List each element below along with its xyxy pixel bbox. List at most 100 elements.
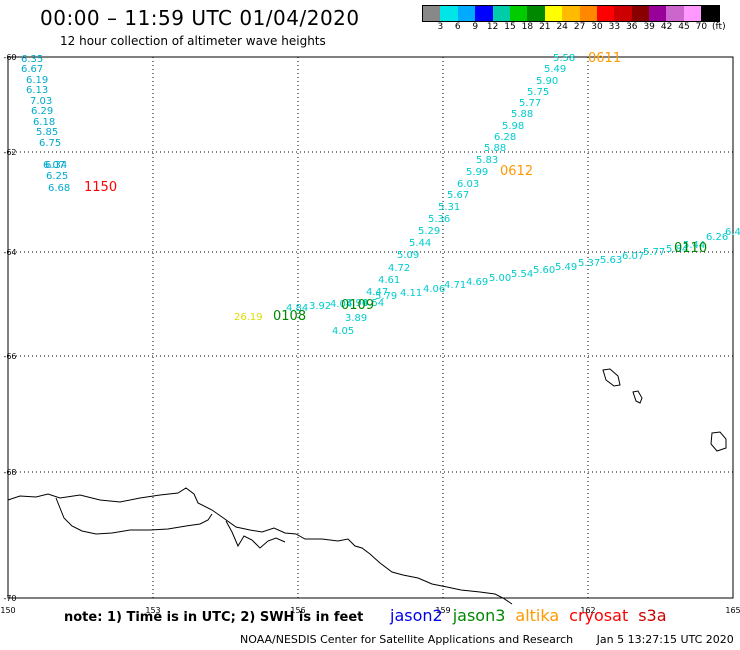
longitude-tick-label: 153 — [145, 606, 160, 615]
wave-height-value: 6.47 — [725, 227, 740, 238]
wave-height-value: 5.09 — [397, 250, 419, 261]
wave-height-value: 26.19 — [234, 312, 263, 323]
satellite-legend-cryosat: cryosat — [569, 606, 629, 625]
wave-height-value: 3.89 — [345, 313, 367, 324]
track-time-label: 0108 — [273, 309, 306, 324]
wave-height-value: 5.36 — [428, 214, 450, 225]
wave-height-value: 5.79 — [375, 291, 397, 302]
wave-height-value: 5.54 — [511, 269, 533, 280]
color-swatch — [457, 6, 476, 21]
color-swatch — [475, 6, 493, 21]
wave-height-value: 6.28 — [494, 132, 516, 143]
wave-height-value: 4.05 — [332, 326, 354, 337]
coast-inlet-2 — [225, 520, 286, 549]
latitude-tick-label: -68 — [3, 468, 16, 477]
page-title: 00:00 – 11:59 UTC 01/04/2020 — [40, 6, 360, 30]
wave-height-value: 6.25 — [46, 171, 68, 182]
page-subtitle: 12 hour collection of altimeter wave hei… — [60, 34, 326, 48]
wave-height-value: 6.67 — [21, 64, 43, 75]
track-0110: 0110 — [674, 241, 707, 256]
color-swatch — [649, 6, 667, 21]
track-1150: 6.356.676.196.137.036.296.185.856.75 6.07… — [21, 54, 117, 195]
wave-height-value: 6.03 — [457, 179, 479, 190]
island-1 — [602, 368, 621, 387]
wave-height-value: 6.35 — [21, 54, 43, 65]
map-frame — [7, 56, 734, 599]
wave-height-value: 6.26 — [706, 232, 728, 243]
color-swatch — [701, 6, 719, 21]
wave-height-value: 4.84 — [286, 303, 308, 314]
track-time-label: 0612 — [500, 164, 533, 179]
antarctica-coastline — [7, 487, 513, 605]
color-swatch — [579, 6, 597, 21]
footer-credit: NOAA/NESDIS Center for Satellite Applica… — [240, 633, 734, 646]
color-scale-label: 21 — [539, 22, 551, 32]
credit-text: NOAA/NESDIS Center for Satellite Applica… — [240, 633, 574, 646]
altimeter-tracks: 6.356.676.196.137.036.296.185.856.75 6.07… — [21, 51, 740, 337]
color-scale-label: (ft) — [712, 22, 726, 32]
wave-height-value: 4.06 — [423, 284, 445, 295]
units-note: note: 1) Time is in UTC; 2) SWH is in fe… — [64, 610, 364, 625]
wave-height-value: 5.98 — [502, 121, 524, 132]
color-scale-label: 45 — [678, 22, 690, 32]
wave-height-value: 6.68 — [48, 183, 70, 194]
color-scale-label: 24 — [556, 22, 568, 32]
wave-height-value: 4.47 — [366, 287, 388, 298]
wave-height-value: 6.13 — [26, 85, 48, 96]
track-time-label: 1150 — [84, 180, 117, 195]
wave-height-value: 5.63 — [600, 255, 622, 266]
wave-height-value: 5.60 — [533, 265, 555, 276]
track-time-label: 0611 — [588, 51, 621, 66]
color-scale-labels: 3 6 9 12 15 18 21 24 27 30 33 36 39 42 45 70 (ft) — [422, 22, 740, 36]
track-0611: 5.585.495.905.755.775.885.986.285.885.83… — [466, 51, 621, 178]
wave-height-value: 5.67 — [447, 190, 469, 201]
map-grid: 150 153 156 159 162 165 -60 -62 -64 -66 -68 -70 — [0, 53, 740, 615]
wave-height-value: 5.88 — [511, 109, 533, 120]
wave-height-value: 5.77 — [519, 98, 541, 109]
color-swatch — [492, 6, 510, 21]
wave-height-value: 5.58 — [553, 53, 575, 64]
coast-inlet-1 — [55, 497, 213, 535]
color-swatch — [596, 6, 615, 21]
color-scale-label: 27 — [573, 22, 586, 32]
color-swatch — [666, 6, 684, 21]
wave-height-value: 5.31 — [438, 202, 460, 213]
color-scale-label: 12 — [486, 22, 499, 32]
color-scale-label: 18 — [521, 22, 534, 32]
wave-height-value: 5.99 — [466, 167, 488, 178]
latitude-tick-label: -60 — [3, 53, 16, 62]
satellite-legend-jason2: jason2 — [390, 606, 443, 625]
wave-height-value: 5.77 — [643, 247, 665, 258]
wave-height-value: 6.19 — [26, 75, 48, 86]
satellite-legend: jason2 jason3 altika cryosat s3a — [390, 606, 677, 625]
wave-height-value: 4.69 — [466, 277, 488, 288]
color-swatch — [544, 6, 563, 21]
wave-height-value: 4.04 — [330, 299, 352, 310]
wave-height-value: 3.92 — [309, 301, 331, 312]
color-scale-label: 9 — [472, 22, 479, 32]
wave-height-value: 6.18 — [33, 117, 55, 128]
color-scale-label: 39 — [643, 22, 655, 32]
wave-height-value: 5.49 — [555, 262, 577, 273]
wave-height-value: 4.71 — [444, 280, 466, 291]
color-swatch — [509, 6, 528, 21]
color-scale-label: 42 — [660, 22, 673, 32]
color-swatch — [631, 6, 650, 21]
latitude-tick-label: -70 — [3, 594, 16, 603]
wave-height-value: 5.84 — [666, 244, 688, 255]
latitude-tick-label: -64 — [3, 248, 16, 257]
wave-height-value: 5.90 — [536, 76, 558, 87]
wave-height-value: 3.96 — [346, 298, 368, 309]
wave-height-value: 6.34 — [45, 160, 67, 171]
longitude-tick-label: 156 — [290, 606, 305, 615]
track-time-label: 0110 — [674, 241, 707, 256]
wave-height-value: 5.37 — [578, 258, 600, 269]
wave-height-value: 5.85 — [36, 127, 58, 138]
wave-height-value: 5.88 — [484, 143, 506, 154]
color-swatch — [683, 6, 702, 21]
track-0612: 6.035.675.315.365.295.445.09 4.724.614.47… — [346, 164, 533, 309]
wave-height-value: 5.49 — [544, 64, 566, 75]
wave-height-value: 6.07 — [43, 160, 65, 171]
wave-height-value: 7.03 — [30, 96, 52, 107]
